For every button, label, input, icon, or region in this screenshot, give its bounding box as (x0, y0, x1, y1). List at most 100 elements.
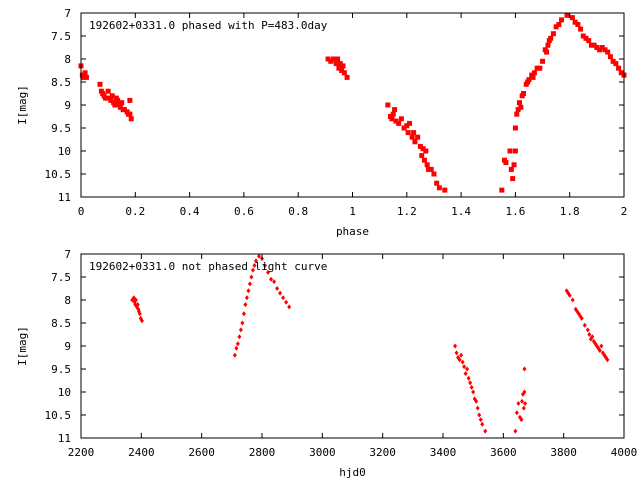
data-point (269, 276, 274, 282)
data-point (137, 311, 142, 317)
data-point (253, 258, 258, 264)
y-tick-label: 9.5 (51, 363, 71, 376)
data-point (272, 279, 277, 285)
data-point (522, 389, 527, 395)
phased-x-axis-label: phase (336, 225, 369, 238)
y-tick-label: 9.5 (51, 122, 71, 135)
data-point (252, 263, 257, 268)
data-point (119, 100, 125, 106)
data-point (278, 290, 283, 296)
data-point (616, 65, 622, 71)
data-point (256, 253, 261, 259)
data-point (109, 93, 115, 99)
data-point (466, 375, 471, 381)
data-point (339, 68, 345, 73)
data-point (483, 428, 488, 434)
data-point (411, 130, 417, 136)
data-point (605, 357, 610, 363)
data-point (127, 111, 133, 117)
data-point (420, 146, 426, 152)
data-point (325, 56, 331, 62)
y-tick-label: 8.5 (51, 76, 71, 89)
data-point (139, 318, 144, 324)
data-point (287, 304, 292, 310)
data-point (457, 357, 462, 363)
data-point (426, 166, 432, 172)
data-point (392, 107, 398, 113)
data-point (513, 428, 518, 434)
phased-light-curve-panel: 0 0.2 0.4 0.6 0.8 1 1.2 1.4 1.6 1.8 2 7 7.5 8 8.5 9 9.5 1… (16, 7, 627, 238)
data-point (105, 95, 111, 101)
data-point (480, 421, 485, 427)
data-point (421, 157, 427, 163)
data-point (330, 56, 336, 62)
data-point (250, 267, 255, 273)
data-point (507, 148, 513, 154)
data-point (333, 61, 339, 67)
y-tick-label: 7 (64, 248, 71, 261)
data-point (526, 77, 532, 83)
data-point (266, 269, 271, 275)
raw-light-curve-panel: 2200 2400 2600 2800 3000 3200 3400 3600 3800 4000… (16, 248, 637, 479)
x-tick-label: 3600 (490, 446, 517, 459)
data-point (610, 58, 616, 64)
data-point (241, 311, 246, 317)
data-point (102, 95, 108, 101)
data-point (404, 123, 410, 129)
x-tick-label: 0.2 (125, 205, 145, 218)
data-point (590, 334, 595, 340)
data-point (575, 22, 581, 27)
data-point (515, 107, 521, 113)
data-point (412, 139, 418, 145)
data-point (246, 288, 251, 294)
x-tick-label: 0 (78, 205, 85, 218)
y-tick-label: 10 (58, 145, 71, 158)
data-point (578, 26, 584, 32)
data-point (237, 334, 242, 340)
data-point (385, 102, 391, 108)
x-tick-label: 2200 (68, 446, 95, 459)
data-point (405, 130, 411, 136)
data-point (569, 15, 575, 21)
data-point (519, 417, 524, 423)
data-point (115, 97, 121, 103)
data-point (238, 327, 243, 333)
data-point (133, 297, 138, 303)
y-tick-label: 7.5 (51, 271, 71, 284)
y-tick-label: 11 (58, 191, 71, 204)
data-point (520, 398, 525, 404)
x-tick-label: 0.4 (180, 205, 200, 218)
data-point (336, 65, 342, 71)
data-point (243, 302, 248, 308)
data-point (469, 384, 474, 390)
data-point (419, 153, 425, 159)
data-point (263, 263, 268, 268)
data-point (117, 104, 123, 110)
data-point (534, 65, 540, 71)
data-point (518, 104, 524, 110)
data-point (328, 58, 334, 64)
y-tick-label: 8.5 (51, 317, 71, 330)
y-tick-label: 7 (64, 7, 71, 20)
data-point (570, 297, 575, 303)
data-point (409, 134, 415, 140)
data-point (423, 148, 429, 154)
x-tick-label: 1.2 (397, 205, 417, 218)
data-point (337, 61, 343, 67)
raw-data-points (130, 253, 610, 434)
phased-y-axis-label: I[mag] (16, 85, 29, 125)
data-point (465, 366, 470, 372)
data-point (431, 171, 437, 177)
x-tick-label: 3000 (309, 446, 336, 459)
y-tick-label: 10.5 (45, 168, 72, 181)
data-point (434, 180, 440, 186)
data-point (475, 405, 480, 411)
x-tick-label: 3200 (369, 446, 396, 459)
data-point (511, 162, 517, 168)
data-point (523, 401, 528, 406)
x-tick-label: 2400 (128, 446, 155, 459)
phased-axis-ticks: 0 0.2 0.4 0.6 0.8 1 1.2 1.4 1.6 1.8 2 7 7.5 8 8.5 9 9.5 1… (45, 7, 628, 218)
data-point (454, 350, 459, 356)
data-point (436, 185, 442, 191)
